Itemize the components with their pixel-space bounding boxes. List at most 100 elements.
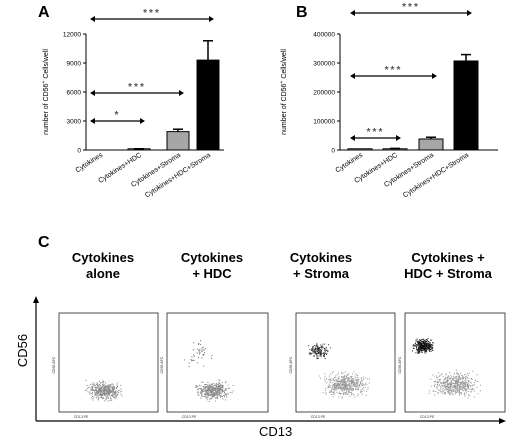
flow-plot-2-event [211,388,213,390]
flow-plot-2-event [203,354,205,356]
flow-plot-4-event [450,385,452,387]
flow-plot-4-event [457,391,459,392]
flow-plot-4-event [460,377,461,379]
flow-plot-1-event [97,390,99,392]
flow-plot-3-event [321,347,323,349]
flow-plot-2-event [217,391,219,393]
flow-plot-3-event [320,354,322,356]
flow-plot-4-event [443,379,445,381]
flow-plot-3-event [324,387,326,389]
flow-plot-4-event [416,349,418,351]
flow-plot-2-event [210,386,212,388]
flow-plot-1-event [111,389,113,391]
flow-plot-2-event [205,385,207,387]
chart-b-ytick-label: 300000 [313,61,335,68]
flow-plot-1-event [87,387,89,389]
flow-plot-1-event [115,396,117,398]
flow-plot-4-event [449,389,451,391]
flow-plot-4-event [455,390,457,392]
flow-plot-1-event [113,386,115,388]
flow-plot-3-event [357,384,359,386]
flow-plot-4-event [462,385,464,386]
flow-plot-4-event [457,384,459,386]
flow-plot-4-event [453,379,455,381]
flow-plot-1-event [109,386,111,388]
flow-plot-1-event [97,386,99,387]
flow-plot-4-event [463,387,465,389]
flow-plot-1-event [90,383,92,385]
flow-plot-2-event [200,393,202,395]
flow-plot-2-event [204,393,206,395]
flow-plot-4-event [454,382,456,384]
flow-plot-4-event [461,376,463,378]
panel-c-label: C [38,234,50,251]
flow-plot-2-event [209,390,211,392]
flow-plot-3-event [330,378,332,380]
flow-plot-3-event [338,384,340,386]
flow-plot-1-event [115,393,117,395]
flow-plot-4-event [430,345,432,347]
flow-plot-3-event [356,379,358,381]
flow-plot-2-x-label: CD13 PE [182,415,197,419]
flow-plot-4-event [465,386,467,387]
flow-plot-4-event [433,381,435,382]
flow-plot-2-event [218,386,220,388]
flow-plot-2-event [199,388,201,390]
flow-plot-2-event [206,396,208,398]
flow-plot-1-event [101,386,103,388]
flow-plot-2-event [216,394,218,396]
flow-plot-4-event [418,341,420,343]
flow-plot-4-event [448,382,450,384]
flow-plot-2-event [211,393,213,395]
flow-plot-2-event [196,385,198,387]
flow-plot-3-event [367,387,369,388]
flow-plot-3-event [335,384,337,386]
flow-plot-1-event [102,385,104,387]
flow-plot-1-event [90,389,92,391]
flow-plot-2-event [209,398,211,400]
flow-plot-2-event [227,388,229,389]
flow-plot-3-event [346,393,348,395]
flow-plot-4-event [430,349,431,351]
flow-plot-4-event [439,379,441,381]
flow-plot-2-event [232,390,234,392]
flow-plot-3-event [341,396,343,398]
flow-plot-2-event [225,381,227,383]
flow-plot-4-event [446,389,448,391]
flow-plot-1-event [86,385,88,387]
flow-plot-4-event [480,384,481,386]
flow-plot-2-event [213,383,215,384]
flow-plot-3-x-label: CD13 PE [311,415,326,419]
flow-plot-1-event [96,383,98,385]
flow-plot-4-event [444,391,446,393]
flow-plot-1-event [102,389,104,391]
flow-plot-4-event [441,381,443,383]
flow-plot-3-event [334,377,336,378]
flow-plot-4-event [420,348,422,350]
flow-plot-2-event [219,383,221,384]
flow-plot-1-event [103,394,105,396]
flow-plot-2-event [216,396,218,398]
flow-plot-2-event [207,387,209,389]
flow-plot-1-event [100,392,102,393]
flow-plot-2-event [206,390,208,392]
flow-plot-4-event [414,345,416,347]
flow-plot-3-event [356,379,358,381]
flow-plot-1-event [108,385,110,387]
flow-plot-2-event [201,357,203,359]
flow-plot-4-event [415,342,417,344]
chart-b-sig-arrowhead-right [396,135,401,141]
chart-a-ytick-label: 6000 [67,90,82,97]
flow-plot-4-event [459,394,461,396]
flow-plot-3-event [340,385,342,387]
flow-plot-3-event [353,385,355,387]
flow-plot-3-event [348,383,350,385]
chart-b-category-label: Cytokines+HDC+Stroma [402,152,470,200]
flow-plot-4-event [425,343,427,345]
flow-plot-1-event [95,397,97,399]
flow-plot-3-event [335,383,337,385]
flow-plot-1-event [112,389,114,391]
flow-plot-4-event [433,385,435,387]
flow-plot-3-event [331,394,333,395]
flow-plot-4-event [463,386,465,388]
